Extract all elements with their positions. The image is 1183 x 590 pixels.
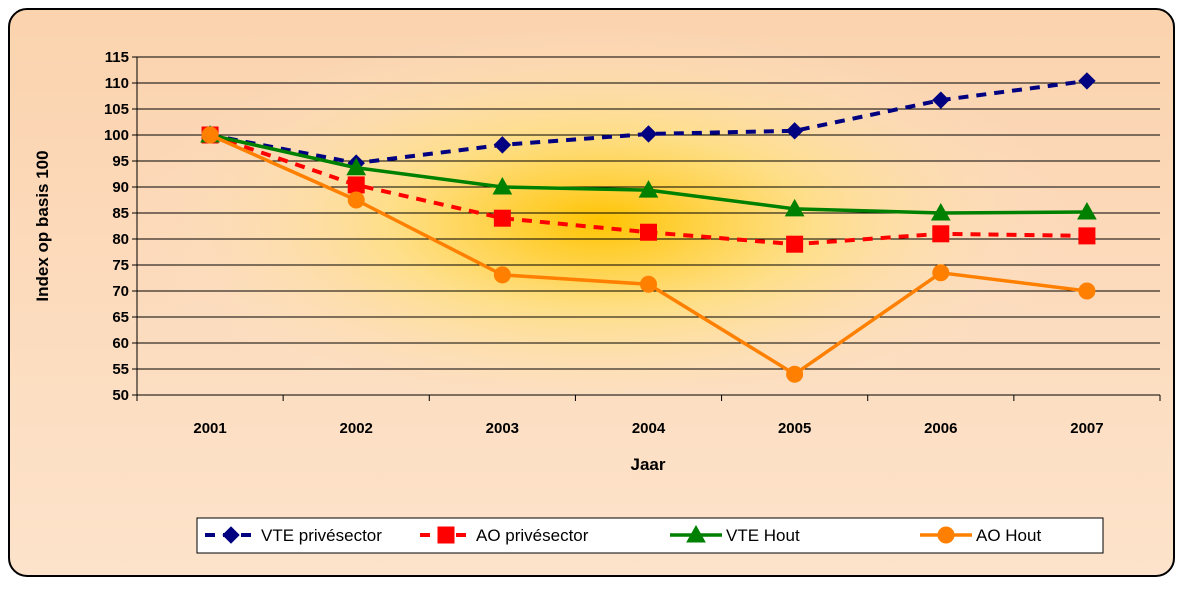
y-tick-label: 110 [105, 75, 129, 92]
y-tick-label: 55 [112, 361, 129, 378]
legend-label: AO privésector [476, 526, 589, 545]
background-glow [130, 30, 1070, 430]
y-tick-label: 115 [105, 49, 129, 66]
y-tick-label: 60 [112, 335, 129, 352]
data-point [347, 191, 365, 209]
data-point [1078, 282, 1096, 300]
legend-label: VTE Hout [726, 526, 800, 545]
x-tick-label: 2007 [1070, 420, 1103, 437]
data-point [932, 91, 950, 109]
y-tick-label: 90 [112, 179, 129, 196]
y-tick-label: 85 [112, 205, 129, 222]
data-point [932, 225, 950, 243]
legend-marker [686, 524, 706, 543]
data-point [640, 223, 657, 241]
x-tick-label: 2005 [778, 420, 811, 437]
data-point [932, 264, 950, 282]
data-point [201, 126, 219, 144]
y-tick-label: 75 [112, 257, 129, 274]
y-tick-label: 70 [112, 283, 129, 300]
y-tick-label: 65 [112, 309, 129, 326]
data-point [1077, 201, 1097, 220]
data-point [1078, 227, 1096, 245]
y-tick-label: 95 [112, 153, 129, 170]
data-point [784, 198, 805, 217]
data-point [347, 176, 365, 194]
y-axis-title: Index op basis 100 [33, 150, 52, 301]
data-point [786, 365, 804, 383]
data-point [346, 157, 367, 176]
x-tick-label: 2006 [924, 420, 957, 437]
x-axis-title: Jaar [631, 455, 666, 474]
data-point [640, 275, 657, 293]
data-point [493, 209, 511, 227]
y-tick-label: 100 [104, 127, 129, 144]
legend-marker [937, 526, 955, 544]
data-point [786, 235, 804, 253]
data-point [930, 202, 951, 221]
data-point [638, 180, 659, 198]
data-point [1078, 72, 1096, 90]
y-tick-label: 50 [112, 387, 129, 404]
data-point [492, 176, 513, 195]
legend-marker [437, 526, 455, 544]
data-point [785, 122, 804, 140]
y-tick-label: 105 [104, 101, 129, 118]
data-point [639, 125, 658, 143]
x-tick-label: 2004 [632, 420, 666, 437]
data-point [493, 136, 512, 154]
y-tick-label: 80 [112, 231, 129, 248]
x-tick-label: 2003 [486, 420, 519, 437]
x-tick-label: 2001 [193, 420, 226, 437]
legend-label: VTE privésector [261, 526, 382, 545]
x-tick-label: 2002 [340, 420, 373, 437]
legend-label: AO Hout [976, 526, 1041, 545]
data-point [493, 266, 511, 284]
legend-marker [222, 526, 240, 544]
